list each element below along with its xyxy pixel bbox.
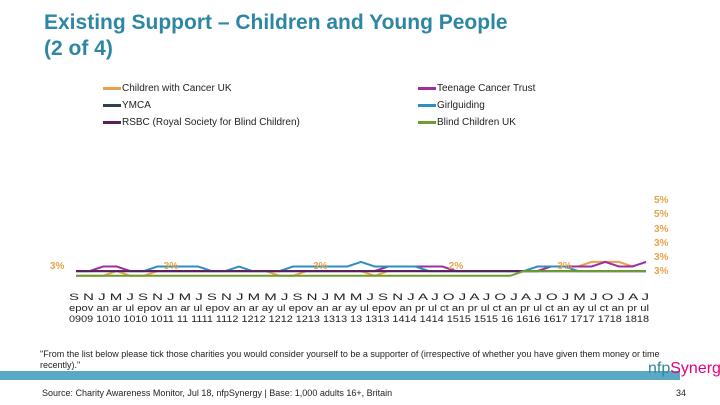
legend-swatch xyxy=(418,87,436,90)
data-label: 3% xyxy=(50,261,65,272)
x-axis-tick-row: epov an ar ul epov an ar ul epov an ar a… xyxy=(69,303,649,313)
data-label: 3% xyxy=(164,261,179,272)
logo-prefix: nfp xyxy=(648,360,671,377)
series-end-labels: 5% 5% 3% 3% 3% 3% xyxy=(654,194,668,280)
page-title: Existing Support – Children and Young Pe… xyxy=(44,10,644,62)
legend-swatch xyxy=(418,121,436,124)
logo-suffix: Synergy xyxy=(670,360,720,377)
legend-swatch xyxy=(103,104,121,107)
line-chart: 3% 3% 3% 2% 3% S N J M J S N J M J S N J M M … xyxy=(50,260,649,324)
legend-label: Children with Cancer UK xyxy=(122,83,232,94)
page-number: 34 xyxy=(676,388,687,398)
legend-label: Girlguiding xyxy=(437,100,485,111)
end-label: 3% xyxy=(654,266,669,278)
x-axis-tick-row: S N J M J S N J M J S N J M M J S N J M … xyxy=(69,292,649,302)
legend-label: Blind Children UK xyxy=(437,117,516,128)
end-label: 3% xyxy=(654,237,669,249)
data-label: 2% xyxy=(449,261,464,272)
series-line xyxy=(76,270,646,277)
end-label: 5% xyxy=(654,195,669,206)
page-title-line-1: Existing Support – Children and Young Pe… xyxy=(44,11,508,34)
series-line xyxy=(76,260,646,273)
survey-question-note: "From the list below please tick those c… xyxy=(40,349,660,370)
x-axis-tick-row: 0909 1010 1010 1011 11 1111 1112 1212 12… xyxy=(69,314,649,324)
page-title-line-2: (2 of 4) xyxy=(44,37,113,60)
legend-swatch xyxy=(103,87,121,90)
end-label: 3% xyxy=(654,223,669,235)
legend-label: YMCA xyxy=(122,100,151,111)
end-label: 5% xyxy=(654,209,669,221)
legend-swatch xyxy=(418,104,436,107)
legend-swatch xyxy=(103,121,121,124)
legend-label: RSBC (Royal Society for Blind Children) xyxy=(122,117,300,128)
data-label: 3% xyxy=(557,261,572,272)
data-label: 3% xyxy=(313,261,328,272)
source-citation: Source: Charity Awareness Monitor, Jul 1… xyxy=(42,388,393,398)
legend-label: Teenage Cancer Trust xyxy=(437,83,536,94)
footer-bar xyxy=(0,371,680,380)
nfpsynergy-logo: nfpSynergy xyxy=(648,360,720,378)
end-label: 3% xyxy=(654,252,669,264)
